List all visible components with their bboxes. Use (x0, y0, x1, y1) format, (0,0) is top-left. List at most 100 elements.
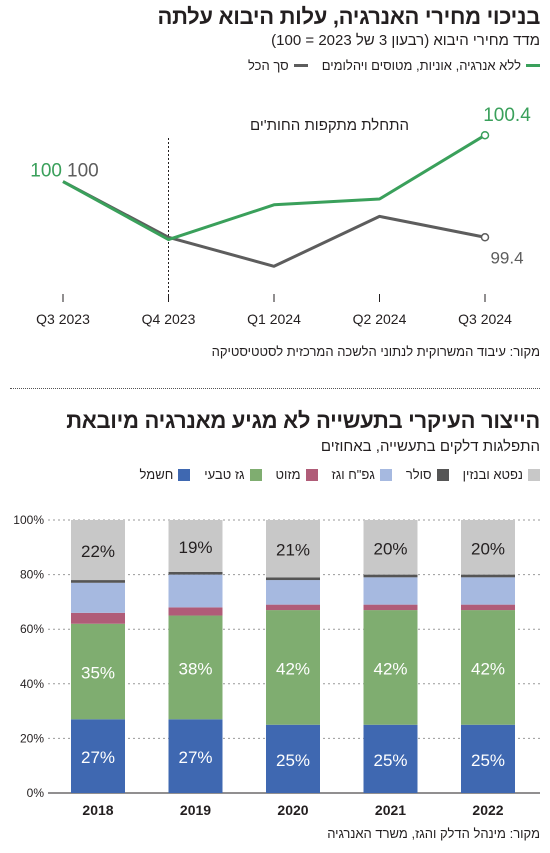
bar-segment (168, 719, 223, 793)
label-green-end: 100.4 (483, 105, 531, 126)
series-line-green (62, 133, 486, 242)
legend-item-solar: סולר (406, 467, 449, 482)
bar-segment (71, 612, 125, 624)
bar-segment (461, 604, 515, 611)
legend-item-lpg: גפ"ח וגז (332, 467, 392, 482)
legend-item-electricity: חשמל (140, 467, 191, 482)
bar-value-label: 25% (471, 751, 505, 770)
bar-segment (266, 580, 320, 605)
bar-segment (363, 574, 418, 578)
bar-value-label: 20% (471, 539, 505, 558)
annotation-text: התחלת מתקפות החות'ים (250, 117, 409, 134)
chart2-subtitle: התפלגות דלקים בתעשייה, באחוזים (320, 438, 540, 455)
bar-segment (71, 520, 125, 581)
bar-segment (168, 607, 223, 616)
bar-segment (168, 571, 223, 575)
bar-segment (461, 574, 515, 578)
bar-segment (266, 577, 320, 581)
bar-value-label: 25% (373, 751, 407, 770)
legend-solar-swatch-icon (436, 468, 449, 481)
line-chart: התחלת מתקפות החות'ים 100 100 100.4 99.4 … (30, 105, 531, 327)
bar-segment (363, 520, 418, 575)
bar-segment (266, 520, 320, 578)
chart1-source: מקור: עיבוד המשרוקית לנתוני הלשכה המרכזי… (211, 344, 540, 359)
bar-value-label: 38% (178, 659, 212, 678)
bar-value-label: 22% (81, 542, 115, 561)
legend-electricity-swatch-icon (178, 468, 191, 481)
bar-segment (363, 610, 418, 725)
x-tick-label: 2019 (180, 802, 211, 818)
legend-natural-gas-swatch-icon (249, 468, 262, 481)
bar-segment (363, 724, 418, 793)
x-tick-label: 2018 (82, 802, 113, 818)
bar-segment (363, 577, 418, 605)
bar-segment (461, 520, 515, 575)
bar-segment (461, 724, 515, 793)
legend-item-natural-gas: גז טבעי (204, 467, 262, 482)
x-tick-label: 2022 (472, 802, 503, 818)
legend-gray-label: סך הכל (248, 58, 289, 73)
x-tick-label: Q3 2024 (458, 311, 512, 327)
bar-value-label: 27% (81, 748, 115, 767)
bar-segment (363, 604, 418, 611)
bar-value-label: 21% (276, 541, 310, 560)
legend-petrol-label: נפטא ובנזין (462, 467, 523, 482)
bar-segment (168, 520, 223, 572)
bar-segment (266, 610, 320, 725)
bar-segment (71, 582, 125, 613)
label-green-start: 100 (30, 161, 62, 182)
x-tick-label: 2020 (277, 802, 308, 818)
legend-green-line-icon (526, 64, 540, 67)
y-tick-label: 0% (27, 786, 45, 800)
x-tick-label: Q1 2024 (247, 311, 301, 327)
legend-electricity-label: חשמל (139, 467, 174, 482)
chart2-title: הייצור העיקרי בתעשייה לא מגיע מאנרגיה מי… (66, 408, 540, 433)
chart1-title: בניכוי מחירי האנרגיה, עלות היבוא עלתה (157, 4, 541, 29)
series-end-point (480, 233, 490, 242)
legend-natural-gas-label: גז טבעי (204, 467, 245, 482)
legend-green-label: ללא אנרגיה, אוניות, מטוסים ויהלומים (321, 58, 521, 73)
legend-solar-label: סולר (405, 467, 432, 482)
bar-segment (266, 604, 320, 611)
bar-segment (266, 724, 320, 793)
bar-value-label: 42% (471, 659, 505, 678)
y-tick-label: 60% (20, 622, 44, 636)
bar-segment (461, 577, 515, 605)
y-tick-label: 100% (13, 513, 44, 527)
chart2-legend: נפטא ובנזין סולר גפ"ח וגז מזוט גז טבעי ח… (126, 467, 540, 482)
bar-value-label: 42% (373, 659, 407, 678)
series-end-point (480, 130, 490, 140)
chart1-legend: ללא אנרגיה, אוניות, מטוסים ויהלומים סך ה… (234, 58, 540, 73)
bar-segment (461, 610, 515, 725)
series-line-gray (62, 180, 486, 268)
legend-item-gray: סך הכל (248, 58, 308, 73)
x-tick-label: 2021 (375, 802, 406, 818)
legend-item-petrol: נפטא ובנזין (463, 467, 540, 482)
x-tick-label: Q3 2023 (36, 311, 90, 327)
legend-lpg-label: גפ"ח וגז (331, 467, 375, 482)
legend-petrol-swatch-icon (528, 468, 540, 481)
bar-value-label: 19% (178, 538, 212, 557)
bar-value-label: 27% (178, 748, 212, 767)
y-tick-label: 80% (20, 568, 44, 582)
bar-value-label: 25% (276, 751, 310, 770)
bar-segment (71, 623, 125, 720)
legend-lpg-swatch-icon (379, 468, 392, 481)
bar-segment (71, 719, 125, 793)
chart2-source: מקור: מינהל הדלק והגז, משרד האנרגיה (327, 826, 540, 841)
stacked-bar-chart: 0% 20% 40% 60% 80% 100% 27% 35% 22% 27% 38% 19% 25%… (13, 513, 540, 818)
bar-value-label: 35% (81, 664, 115, 683)
section-divider (10, 388, 540, 389)
legend-mazut-swatch-icon (305, 468, 318, 481)
chart1-subtitle: מדד מחירי היבוא (רבעון 3 של 2023 = 100) (271, 32, 540, 49)
label-gray-start: 100 (67, 161, 99, 182)
x-tick-label: Q2 2024 (353, 311, 407, 327)
bar-segment (168, 574, 223, 608)
label-gray-end: 99.4 (490, 248, 523, 267)
bar-segment (168, 615, 223, 720)
bar-value-label: 42% (276, 659, 310, 678)
bar-segment (71, 580, 125, 583)
y-tick-label: 20% (20, 731, 44, 745)
legend-mazut-label: מזוט (275, 467, 301, 482)
bar-value-label: 20% (373, 539, 407, 558)
